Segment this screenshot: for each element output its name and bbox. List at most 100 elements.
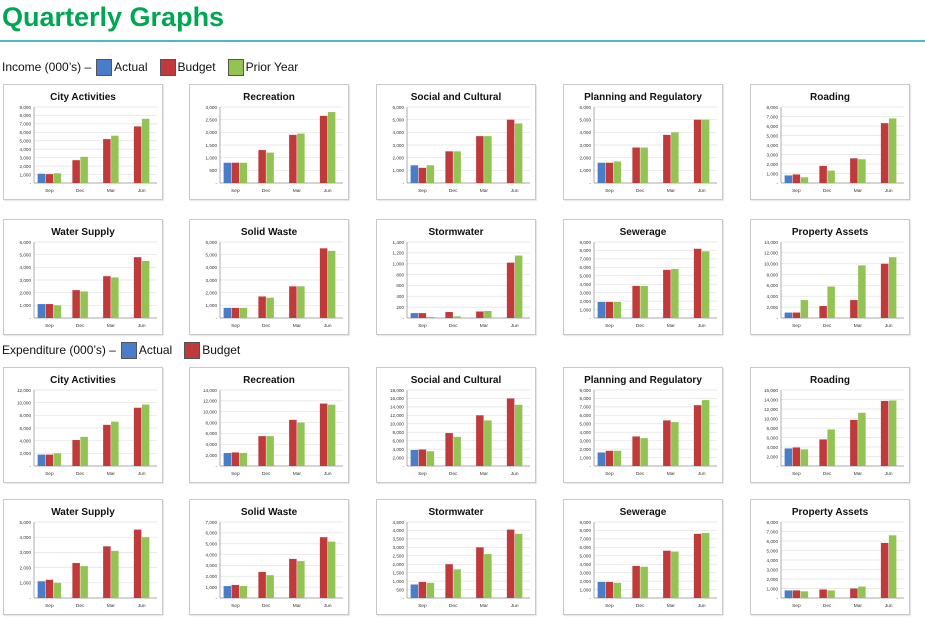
bar-budget-dec [258,571,266,598]
chart-title: Solid Waste [241,227,298,238]
y-tick-label: 2,000 [393,562,405,567]
x-tick-label: Dec [636,188,645,194]
x-tick-label: Jun [698,471,706,477]
income-chart-solid-waste: Solid Waste - 1,000 2,000 3,000 4,000 5,000 6,0… [189,219,349,335]
bar-prior-year-dec [80,566,88,598]
bar-budget-jun [133,407,142,466]
y-tick-label: 3,000 [580,143,592,148]
y-tick-label: 3,000 [206,105,218,110]
bar-prior-year-mar [484,136,492,183]
y-tick-label: 4,000 [206,442,218,447]
y-tick-label: 2,500 [206,117,218,122]
x-tick-label: Mar [480,603,489,609]
title-divider [0,40,925,42]
y-tick-label: 2,000 [767,305,779,310]
bar-prior-year-dec [453,436,461,466]
expenditure-chart-social-and-cultural: Social and Cultural - 2,000 4,000 6,000 8,000… [376,367,536,483]
y-tick-label: 4,000 [393,528,405,533]
chart-title: Property Assets [792,227,869,238]
y-tick-label: 6,000 [20,426,32,431]
y-tick-label: 7,000 [20,122,32,127]
bar-budget-sep [605,450,614,466]
bar-budget-dec [72,160,80,183]
chart-title: Recreation [243,92,295,103]
y-tick-label: 3,000 [20,155,32,160]
bar-budget-sep [231,162,240,183]
y-tick-label: 4,000 [393,130,405,135]
bar-prior-year-mar [111,277,119,318]
bar-budget-dec [632,285,640,318]
y-tick-label: 9,000 [580,388,592,393]
chart-svg: Property Assets - 1,000 2,000 3,000 4,000 5,00… [767,507,904,609]
y-tick-label: 16,000 [390,396,404,401]
y-tick-label: - [402,316,404,321]
y-tick-label: 2,000 [206,290,218,295]
bar-budget-dec [258,296,266,318]
x-tick-label: Jun [698,188,706,194]
y-tick-label: 5,000 [580,422,592,427]
y-tick-label: 4,000 [20,147,32,152]
bar-prior-year-mar [858,412,866,466]
x-tick-label: Mar [480,188,489,194]
bar-prior-year-dec [827,590,835,598]
bar-prior-year-dec [266,152,274,183]
bar-prior-year-mar [484,554,492,598]
bar-prior-year-dec [453,151,461,183]
y-tick-label: 8,000 [767,272,779,277]
bar-prior-year-dec [640,147,648,183]
y-tick-label: 10,000 [764,262,778,267]
y-tick-label: 12,000 [17,388,31,393]
legend-label: Prior Year [245,60,299,74]
y-tick-label: 1,500 [206,143,218,148]
bar-budget-jun [133,126,142,183]
y-tick-label: - [776,181,778,186]
bar-prior-year-sep [613,301,622,318]
x-tick-label: Jun [698,323,706,329]
bar-budget-sep [418,581,427,598]
y-tick-label: - [402,596,404,601]
y-tick-label: - [589,181,591,186]
y-tick-label: 5,000 [580,554,592,559]
y-tick-label: 500 [209,168,217,173]
y-tick-label: - [215,316,217,321]
y-tick-label: 8,000 [20,113,32,118]
bar-budget-jun [693,119,702,183]
bar-actual-sep [37,581,46,598]
bar-budget-mar [663,134,671,183]
bar-actual-sep [223,452,232,466]
bar-budget-jun [133,257,142,318]
bar-prior-year-mar [671,551,679,598]
chart-svg: Planning and Regulatory - 1,000 2,000 3,000 4… [580,375,717,477]
bar-actual-sep [597,452,606,466]
bar-budget-dec [445,564,453,598]
legend-swatch [96,58,113,76]
bar-budget-jun [693,248,702,318]
income-chart-sewerage: Sewerage - 1,000 2,000 3,000 4,000 5,000 6,000 7… [563,219,723,335]
y-tick-label: 4,000 [20,438,32,443]
y-tick-label: 14,000 [203,388,217,393]
bar-budget-mar [850,300,858,318]
x-tick-label: Mar [107,471,116,477]
chart-svg: Recreation - 500 1,000 1,500 2,000 2,500 3,000 S… [206,92,343,194]
bar-prior-year-sep [53,582,62,598]
y-tick-label: 6,000 [580,265,592,270]
y-tick-label: 2,000 [20,290,32,295]
bar-prior-year-mar [297,286,305,318]
y-tick-label: 6,000 [393,438,405,443]
chart-title: City Activities [50,375,116,386]
legend-item-budget: Budget [184,341,240,359]
x-tick-label: Sep [231,603,240,609]
bar-prior-year-mar [858,159,866,183]
chart-svg: Social and Cultural - 1,000 2,000 3,000 4,000… [393,92,530,194]
bar-budget-sep [792,447,801,466]
y-tick-label: 14,000 [390,405,404,410]
bar-prior-year-dec [453,569,461,598]
bar-prior-year-mar [858,265,866,318]
bar-prior-year-sep [800,591,809,598]
bar-budget-dec [819,439,827,466]
x-tick-label: Dec [823,471,832,477]
bar-prior-year-sep [53,305,62,318]
y-tick-label: 2,000 [206,130,218,135]
legend-section-label: Income (000’s) – [2,60,92,74]
x-tick-label: Jun [324,188,332,194]
